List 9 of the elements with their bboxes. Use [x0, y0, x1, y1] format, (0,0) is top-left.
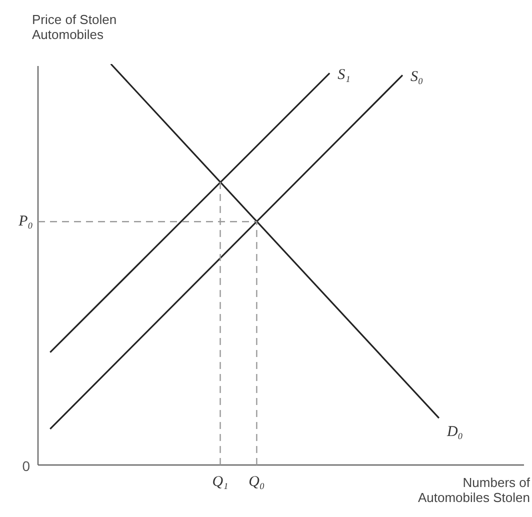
series-label: S₀ — [410, 69, 424, 86]
series-label: D₀ — [446, 424, 464, 440]
text: 0 — [22, 458, 30, 474]
ref-line-label: P₀ — [18, 214, 33, 230]
x-tick-label: Q₁ — [212, 474, 228, 490]
series-label: S₁ — [338, 67, 350, 84]
x-axis-title: Numbers of Automobiles Stolen — [418, 475, 530, 506]
y-axis-title: Price of Stolen Automobiles — [32, 12, 117, 42]
x-tick-label: Q₀ — [248, 474, 265, 490]
